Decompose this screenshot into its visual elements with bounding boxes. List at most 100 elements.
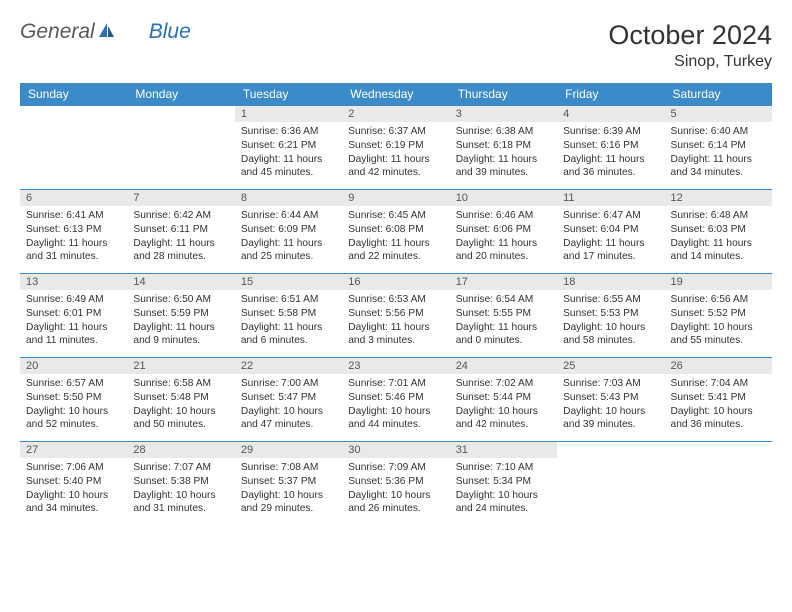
daylight-text: Daylight: 10 hours and 29 minutes. <box>241 489 336 517</box>
calendar-cell: 4Sunrise: 6:39 AMSunset: 6:16 PMDaylight… <box>557 106 664 190</box>
day-details: Sunrise: 7:04 AMSunset: 5:41 PMDaylight:… <box>665 374 772 435</box>
sunset-text: Sunset: 6:11 PM <box>133 223 228 237</box>
sunset-text: Sunset: 5:47 PM <box>241 391 336 405</box>
day-number: 5 <box>665 106 772 122</box>
daylight-text: Daylight: 11 hours and 45 minutes. <box>241 153 336 181</box>
calendar-cell: 6Sunrise: 6:41 AMSunset: 6:13 PMDaylight… <box>20 190 127 274</box>
calendar-cell: 29Sunrise: 7:08 AMSunset: 5:37 PMDayligh… <box>235 442 342 526</box>
calendar-cell: 21Sunrise: 6:58 AMSunset: 5:48 PMDayligh… <box>127 358 234 442</box>
weekday-header: Friday <box>557 83 664 106</box>
daylight-text: Daylight: 11 hours and 0 minutes. <box>456 321 551 349</box>
calendar-cell <box>665 442 772 526</box>
sunset-text: Sunset: 6:14 PM <box>671 139 766 153</box>
day-details: Sunrise: 6:53 AMSunset: 5:56 PMDaylight:… <box>342 290 449 351</box>
weekday-header: Thursday <box>450 83 557 106</box>
day-number: 12 <box>665 190 772 206</box>
calendar-cell: 16Sunrise: 6:53 AMSunset: 5:56 PMDayligh… <box>342 274 449 358</box>
logo-text-blue: Blue <box>149 20 191 44</box>
day-number: 17 <box>450 274 557 290</box>
sunrise-text: Sunrise: 6:55 AM <box>563 293 658 307</box>
sunrise-text: Sunrise: 6:48 AM <box>671 209 766 223</box>
weekday-header: Tuesday <box>235 83 342 106</box>
day-details: Sunrise: 6:47 AMSunset: 6:04 PMDaylight:… <box>557 206 664 267</box>
day-number: 2 <box>342 106 449 122</box>
day-number: 16 <box>342 274 449 290</box>
calendar-cell: 9Sunrise: 6:45 AMSunset: 6:08 PMDaylight… <box>342 190 449 274</box>
day-number: 1 <box>235 106 342 122</box>
weekday-header: Sunday <box>20 83 127 106</box>
day-details: Sunrise: 6:58 AMSunset: 5:48 PMDaylight:… <box>127 374 234 435</box>
sunrise-text: Sunrise: 7:01 AM <box>348 377 443 391</box>
calendar-cell: 28Sunrise: 7:07 AMSunset: 5:38 PMDayligh… <box>127 442 234 526</box>
calendar-cell: 22Sunrise: 7:00 AMSunset: 5:47 PMDayligh… <box>235 358 342 442</box>
calendar-cell: 8Sunrise: 6:44 AMSunset: 6:09 PMDaylight… <box>235 190 342 274</box>
day-number: 18 <box>557 274 664 290</box>
calendar-cell: 26Sunrise: 7:04 AMSunset: 5:41 PMDayligh… <box>665 358 772 442</box>
day-number: 31 <box>450 442 557 458</box>
daylight-text: Daylight: 10 hours and 34 minutes. <box>26 489 121 517</box>
sunset-text: Sunset: 6:03 PM <box>671 223 766 237</box>
daylight-text: Daylight: 10 hours and 26 minutes. <box>348 489 443 517</box>
day-number: 3 <box>450 106 557 122</box>
daylight-text: Daylight: 11 hours and 25 minutes. <box>241 237 336 265</box>
day-details: Sunrise: 6:36 AMSunset: 6:21 PMDaylight:… <box>235 122 342 183</box>
sunrise-text: Sunrise: 6:50 AM <box>133 293 228 307</box>
sunset-text: Sunset: 5:46 PM <box>348 391 443 405</box>
daylight-text: Daylight: 11 hours and 34 minutes. <box>671 153 766 181</box>
sunrise-text: Sunrise: 6:57 AM <box>26 377 121 391</box>
daylight-text: Daylight: 11 hours and 31 minutes. <box>26 237 121 265</box>
sunset-text: Sunset: 6:16 PM <box>563 139 658 153</box>
day-details: Sunrise: 7:09 AMSunset: 5:36 PMDaylight:… <box>342 458 449 519</box>
sunrise-text: Sunrise: 6:42 AM <box>133 209 228 223</box>
sunrise-text: Sunrise: 6:49 AM <box>26 293 121 307</box>
day-number: 6 <box>20 190 127 206</box>
day-details: Sunrise: 6:39 AMSunset: 6:16 PMDaylight:… <box>557 122 664 183</box>
daylight-text: Daylight: 10 hours and 58 minutes. <box>563 321 658 349</box>
sunset-text: Sunset: 5:44 PM <box>456 391 551 405</box>
sunset-text: Sunset: 6:09 PM <box>241 223 336 237</box>
calendar-cell: 11Sunrise: 6:47 AMSunset: 6:04 PMDayligh… <box>557 190 664 274</box>
day-number: 28 <box>127 442 234 458</box>
sunrise-text: Sunrise: 6:38 AM <box>456 125 551 139</box>
day-number: 22 <box>235 358 342 374</box>
daylight-text: Daylight: 10 hours and 31 minutes. <box>133 489 228 517</box>
sunset-text: Sunset: 6:19 PM <box>348 139 443 153</box>
day-details: Sunrise: 6:46 AMSunset: 6:06 PMDaylight:… <box>450 206 557 267</box>
day-number: 19 <box>665 274 772 290</box>
weekday-header-row: Sunday Monday Tuesday Wednesday Thursday… <box>20 83 772 106</box>
calendar-cell: 24Sunrise: 7:02 AMSunset: 5:44 PMDayligh… <box>450 358 557 442</box>
calendar-cell: 3Sunrise: 6:38 AMSunset: 6:18 PMDaylight… <box>450 106 557 190</box>
sunrise-text: Sunrise: 7:07 AM <box>133 461 228 475</box>
calendar-cell: 14Sunrise: 6:50 AMSunset: 5:59 PMDayligh… <box>127 274 234 358</box>
day-details: Sunrise: 6:55 AMSunset: 5:53 PMDaylight:… <box>557 290 664 351</box>
logo: General Blue <box>20 20 191 44</box>
day-number: 9 <box>342 190 449 206</box>
day-details: Sunrise: 6:42 AMSunset: 6:11 PMDaylight:… <box>127 206 234 267</box>
calendar-table: Sunday Monday Tuesday Wednesday Thursday… <box>20 83 772 525</box>
sunset-text: Sunset: 6:08 PM <box>348 223 443 237</box>
sunrise-text: Sunrise: 6:40 AM <box>671 125 766 139</box>
day-number: 23 <box>342 358 449 374</box>
day-number: 30 <box>342 442 449 458</box>
calendar-cell: 12Sunrise: 6:48 AMSunset: 6:03 PMDayligh… <box>665 190 772 274</box>
sunrise-text: Sunrise: 6:47 AM <box>563 209 658 223</box>
daylight-text: Daylight: 10 hours and 42 minutes. <box>456 405 551 433</box>
sunrise-text: Sunrise: 7:06 AM <box>26 461 121 475</box>
day-details: Sunrise: 6:54 AMSunset: 5:55 PMDaylight:… <box>450 290 557 351</box>
sunrise-text: Sunrise: 6:51 AM <box>241 293 336 307</box>
day-number: 20 <box>20 358 127 374</box>
day-details: Sunrise: 7:06 AMSunset: 5:40 PMDaylight:… <box>20 458 127 519</box>
day-details: Sunrise: 7:03 AMSunset: 5:43 PMDaylight:… <box>557 374 664 435</box>
calendar-cell: 25Sunrise: 7:03 AMSunset: 5:43 PMDayligh… <box>557 358 664 442</box>
daylight-text: Daylight: 10 hours and 36 minutes. <box>671 405 766 433</box>
sunset-text: Sunset: 5:58 PM <box>241 307 336 321</box>
month-title: October 2024 <box>608 20 772 51</box>
daylight-text: Daylight: 10 hours and 52 minutes. <box>26 405 121 433</box>
day-details: Sunrise: 6:40 AMSunset: 6:14 PMDaylight:… <box>665 122 772 183</box>
logo-sail-icon <box>97 21 117 44</box>
sunset-text: Sunset: 5:50 PM <box>26 391 121 405</box>
calendar-row: 27Sunrise: 7:06 AMSunset: 5:40 PMDayligh… <box>20 442 772 526</box>
calendar-row: 20Sunrise: 6:57 AMSunset: 5:50 PMDayligh… <box>20 358 772 442</box>
day-number: 21 <box>127 358 234 374</box>
sunrise-text: Sunrise: 7:02 AM <box>456 377 551 391</box>
